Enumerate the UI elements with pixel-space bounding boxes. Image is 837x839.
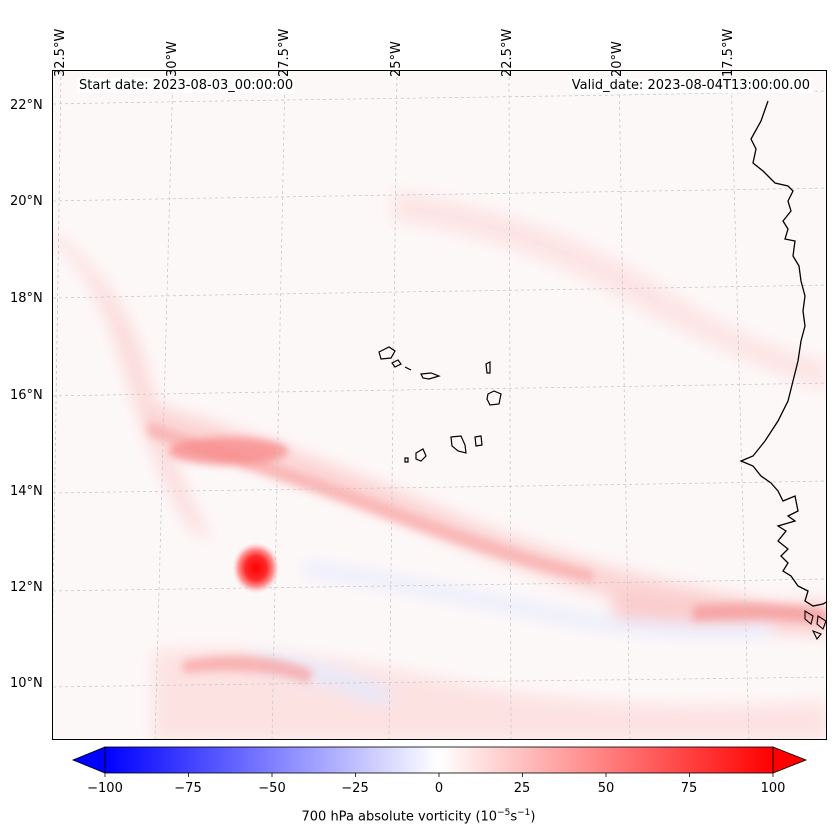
valid-date-label: Valid_date: 2023-08-04T13:00:00.00 bbox=[569, 78, 812, 93]
lon-label: 22.5°W bbox=[500, 28, 515, 77]
lat-label: 16°N bbox=[10, 388, 43, 403]
colorbar-body bbox=[104, 746, 774, 774]
lon-label: 20°W bbox=[610, 41, 625, 77]
cape-verde-islands bbox=[378, 346, 502, 463]
lon-label: 30°W bbox=[165, 41, 180, 77]
lat-label: 12°N bbox=[10, 580, 43, 595]
vortex-center bbox=[232, 542, 280, 594]
graticule bbox=[53, 71, 826, 739]
colorbar-tick-label: 100 bbox=[760, 781, 786, 796]
colorbar-ticks bbox=[104, 773, 774, 777]
lon-label: 32.5°W bbox=[53, 28, 68, 77]
lat-label: 18°N bbox=[10, 291, 43, 306]
start-date-label: Start date: 2023-08-03_00:00:00 bbox=[77, 78, 296, 93]
streak-south-1 bbox=[183, 655, 313, 683]
colorbar-tick-label: 0 bbox=[434, 781, 444, 796]
streak-15n bbox=[168, 437, 288, 465]
streak-east-11n bbox=[693, 603, 826, 623]
pink-band-north bbox=[393, 191, 826, 391]
pink-band-main bbox=[143, 401, 826, 636]
lon-label: 27.5°W bbox=[277, 28, 292, 77]
lat-label: 22°N bbox=[10, 98, 43, 113]
colorbar-tick-label: 75 bbox=[680, 781, 698, 796]
vorticity-field bbox=[53, 71, 826, 739]
lon-label: 25°W bbox=[389, 41, 404, 77]
colorbar-tick-label: −50 bbox=[258, 781, 286, 796]
blue-band bbox=[303, 561, 773, 638]
map-panel bbox=[52, 70, 827, 740]
colorbar-tick-label: −75 bbox=[174, 781, 202, 796]
colorbar-label: 700 hPa absolute vorticity (10−5s−1) bbox=[301, 808, 536, 825]
lon-label: 17.5°W bbox=[721, 28, 736, 77]
colorbar-low-extend bbox=[71, 746, 106, 774]
colorbar-tick-label: 25 bbox=[513, 781, 531, 796]
lat-label: 14°N bbox=[10, 484, 43, 499]
colorbar bbox=[71, 746, 808, 777]
pink-band-west bbox=[53, 231, 213, 541]
africa-coastline bbox=[739, 100, 826, 607]
lat-label: 20°N bbox=[10, 194, 43, 209]
bijagos-islands bbox=[804, 610, 826, 641]
lat-label: 10°N bbox=[10, 676, 43, 691]
colorbar-high-extend bbox=[772, 746, 808, 774]
colorbar-tick-label: 50 bbox=[597, 781, 615, 796]
colorbar-tick-label: −25 bbox=[341, 781, 369, 796]
colorbar-tick-label: −100 bbox=[87, 781, 123, 796]
map-background bbox=[53, 71, 826, 739]
